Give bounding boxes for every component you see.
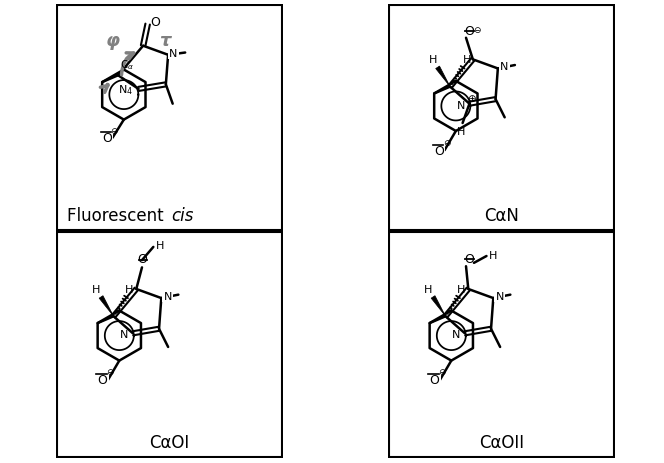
- Text: H: H: [125, 284, 133, 294]
- Text: N: N: [500, 62, 509, 72]
- Text: N$_4$: N$_4$: [118, 83, 133, 97]
- Text: CαOII: CαOII: [479, 433, 524, 451]
- Text: H: H: [463, 55, 471, 65]
- Text: C$_\alpha$: C$_\alpha$: [120, 58, 134, 72]
- Text: CαN: CαN: [484, 206, 519, 225]
- Polygon shape: [99, 296, 114, 317]
- Text: N: N: [169, 49, 178, 58]
- Text: O: O: [430, 374, 439, 387]
- Text: $\ominus$: $\ominus$: [110, 125, 119, 136]
- Text: O: O: [150, 16, 160, 29]
- Text: H: H: [457, 127, 465, 137]
- Polygon shape: [431, 296, 446, 317]
- Text: N: N: [163, 291, 172, 301]
- Text: φ: φ: [106, 32, 120, 50]
- Text: $\oplus$: $\oplus$: [467, 93, 477, 104]
- Text: $\ominus$: $\ominus$: [443, 138, 452, 147]
- Text: O: O: [465, 252, 474, 265]
- Text: H: H: [424, 284, 433, 294]
- Text: H: H: [92, 284, 101, 294]
- Polygon shape: [436, 67, 450, 88]
- Text: N: N: [457, 100, 465, 111]
- Text: CαOI: CαOI: [149, 433, 189, 451]
- Text: Fluorescent: Fluorescent: [68, 206, 169, 225]
- Text: $\ominus$: $\ominus$: [106, 367, 115, 376]
- Text: O: O: [102, 132, 112, 145]
- Text: N: N: [452, 330, 460, 340]
- Text: N: N: [495, 291, 504, 301]
- Text: N: N: [120, 330, 128, 340]
- Text: O: O: [137, 252, 147, 265]
- Text: $\ominus$: $\ominus$: [438, 367, 447, 376]
- Text: O: O: [465, 25, 474, 38]
- Text: O: O: [98, 374, 107, 387]
- Text: H: H: [429, 55, 437, 65]
- Text: cis: cis: [171, 206, 194, 225]
- Text: H: H: [489, 250, 497, 260]
- Text: H: H: [457, 284, 465, 294]
- Text: τ: τ: [159, 32, 171, 50]
- Text: O: O: [434, 144, 444, 157]
- Text: H: H: [155, 240, 164, 250]
- Text: $\ominus$: $\ominus$: [473, 25, 482, 35]
